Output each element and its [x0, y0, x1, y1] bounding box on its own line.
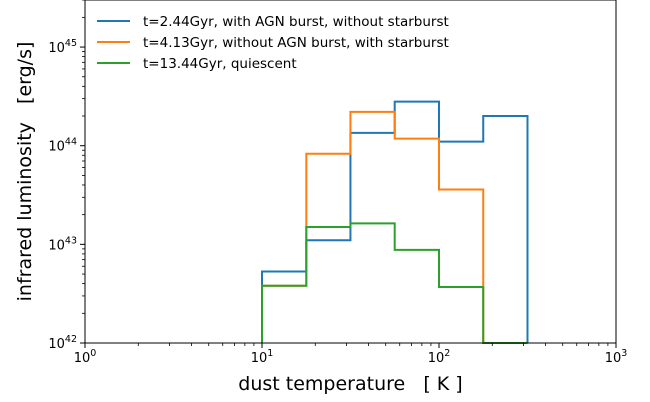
- y-axis-label: infrared luminosity [erg/s]: [14, 42, 36, 302]
- plot-frame: [84, 0, 617, 344]
- x-tick-label: 103: [605, 348, 628, 366]
- legend-label-1: t=2.44Gyr, with AGN burst, without starb…: [143, 14, 449, 30]
- y-tick-label: 1042: [48, 334, 77, 352]
- legend-label-3: t=13.44Gyr, quiescent: [143, 56, 297, 72]
- series-3-line: [261, 222, 528, 344]
- legend-label-2: t=4.13Gyr, without AGN burst, with starb…: [143, 35, 449, 51]
- y-tick-label: 1044: [48, 137, 77, 155]
- x-tick-label: 100: [74, 348, 97, 366]
- legend: t=2.44Gyr, with AGN burst, without starb…: [97, 14, 449, 72]
- x-axis-label: dust temperature [ K ]: [238, 373, 462, 395]
- x-tick-label: 102: [428, 348, 451, 366]
- tick-layer: 100 101 102 103 1042 1043 1044 1045: [48, 0, 627, 366]
- y-tick-label: 1043: [48, 235, 77, 253]
- series-layer: [261, 100, 529, 344]
- x-tick-label: 101: [251, 348, 274, 366]
- y-tick-label: 1045: [48, 38, 77, 56]
